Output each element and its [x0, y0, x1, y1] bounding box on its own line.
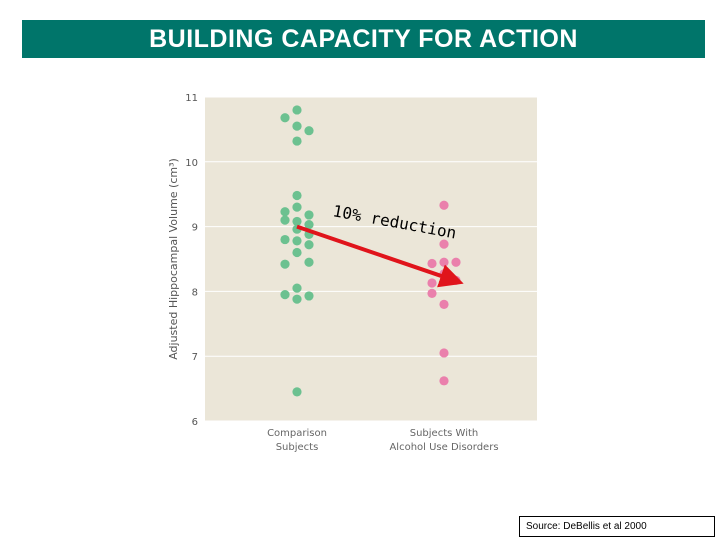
data-point	[292, 105, 302, 115]
y-tick-label: 11	[185, 93, 198, 104]
data-point	[292, 283, 302, 293]
data-point	[292, 202, 302, 212]
data-point	[439, 257, 449, 267]
x-category-labels: Comparison Subjects Subjects With Alcohol U…	[267, 428, 498, 453]
data-point	[280, 259, 290, 269]
data-point	[292, 216, 302, 227]
source-text: Source: DeBellis et al 2000	[526, 521, 647, 532]
page-title: BUILDING CAPACITY FOR ACTION	[149, 24, 578, 53]
data-point	[280, 113, 290, 123]
x-category-label: Subjects	[276, 442, 319, 453]
y-tick-label: 9	[192, 223, 198, 234]
x-category-label: Comparison	[267, 428, 327, 439]
data-point	[304, 126, 314, 136]
data-point	[292, 136, 302, 146]
data-point	[292, 121, 302, 131]
data-point	[292, 387, 302, 397]
data-point	[292, 247, 302, 258]
data-point	[304, 291, 314, 301]
y-tick-label: 10	[185, 158, 198, 169]
data-point	[304, 210, 314, 220]
data-point	[304, 240, 314, 250]
y-tick-label: 6	[192, 417, 198, 428]
y-axis-label: Adjusted Hippocampal Volume (cm³)	[167, 158, 180, 360]
grid-lines	[205, 96, 537, 422]
data-point	[280, 234, 290, 245]
data-point	[439, 239, 449, 249]
x-category-label: Alcohol Use Disorders	[389, 442, 498, 453]
y-tick-label: 8	[192, 287, 198, 298]
data-point	[280, 207, 290, 217]
plot-background	[205, 97, 537, 421]
y-tick-labels: 6 7 8 9 10 11	[185, 93, 198, 428]
data-point	[439, 299, 449, 309]
x-category-label: Subjects With	[410, 428, 478, 439]
data-point	[439, 200, 449, 210]
data-point	[427, 288, 437, 298]
data-point	[427, 258, 437, 269]
data-point	[304, 220, 314, 230]
source-citation: Source: DeBellis et al 2000	[519, 516, 715, 537]
data-point	[427, 278, 437, 288]
data-point	[439, 376, 449, 386]
data-point	[280, 290, 290, 300]
data-point	[292, 236, 302, 246]
reduction-arrow	[296, 224, 464, 288]
data-point	[439, 348, 449, 358]
data-point	[304, 257, 314, 267]
data-point	[280, 215, 290, 225]
title-banner: BUILDING CAPACITY FOR ACTION	[22, 20, 705, 58]
y-tick-label: 7	[192, 352, 198, 363]
data-point	[292, 294, 302, 304]
data-point	[292, 190, 302, 201]
data-point	[451, 257, 461, 267]
